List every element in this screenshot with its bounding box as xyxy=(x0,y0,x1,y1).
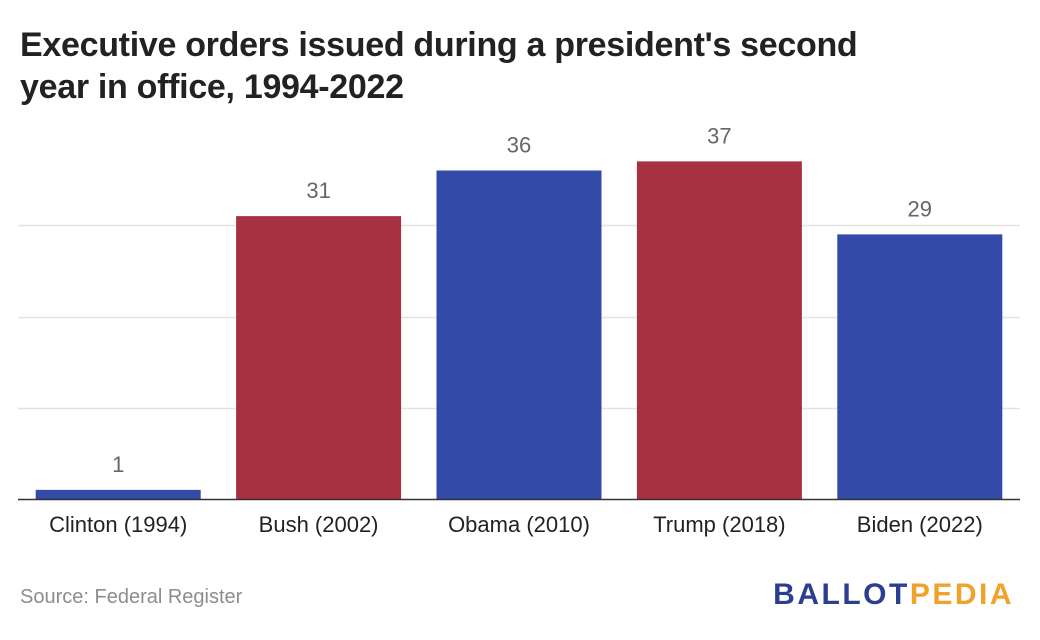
bars xyxy=(35,161,1003,500)
bar-1[interactable] xyxy=(236,216,402,499)
bar-2[interactable] xyxy=(436,170,602,500)
source-note: Source: Federal Register xyxy=(20,586,243,608)
value-label-4: 29 xyxy=(908,196,932,221)
chart-title: Executive orders issued during a preside… xyxy=(20,26,858,106)
category-label-4: Biden (2022) xyxy=(857,512,983,537)
category-label-1: Bush (2002) xyxy=(259,512,379,537)
category-label-2: Obama (2010) xyxy=(448,512,590,537)
value-label-2: 36 xyxy=(507,133,531,158)
category-label-0: Clinton (1994) xyxy=(49,512,187,537)
logo-pedia-text: PEDIA xyxy=(909,578,1014,611)
category-labels: Clinton (1994) Bush (2002) Obama (2010) Tru… xyxy=(49,512,983,537)
value-label-0: 1 xyxy=(112,452,124,477)
bar-0[interactable] xyxy=(35,489,201,499)
bar-3[interactable] xyxy=(636,161,802,499)
value-label-1: 31 xyxy=(306,178,330,203)
ballotpedia-logo: BALLOTPEDIA xyxy=(773,578,1014,612)
value-label-3: 37 xyxy=(707,123,731,148)
value-labels: 1 31 36 37 29 xyxy=(112,123,932,477)
logo-ballot-text: BALLOT xyxy=(773,578,910,611)
category-label-3: Trump (2018) xyxy=(653,512,785,537)
bar-4[interactable] xyxy=(837,234,1003,499)
